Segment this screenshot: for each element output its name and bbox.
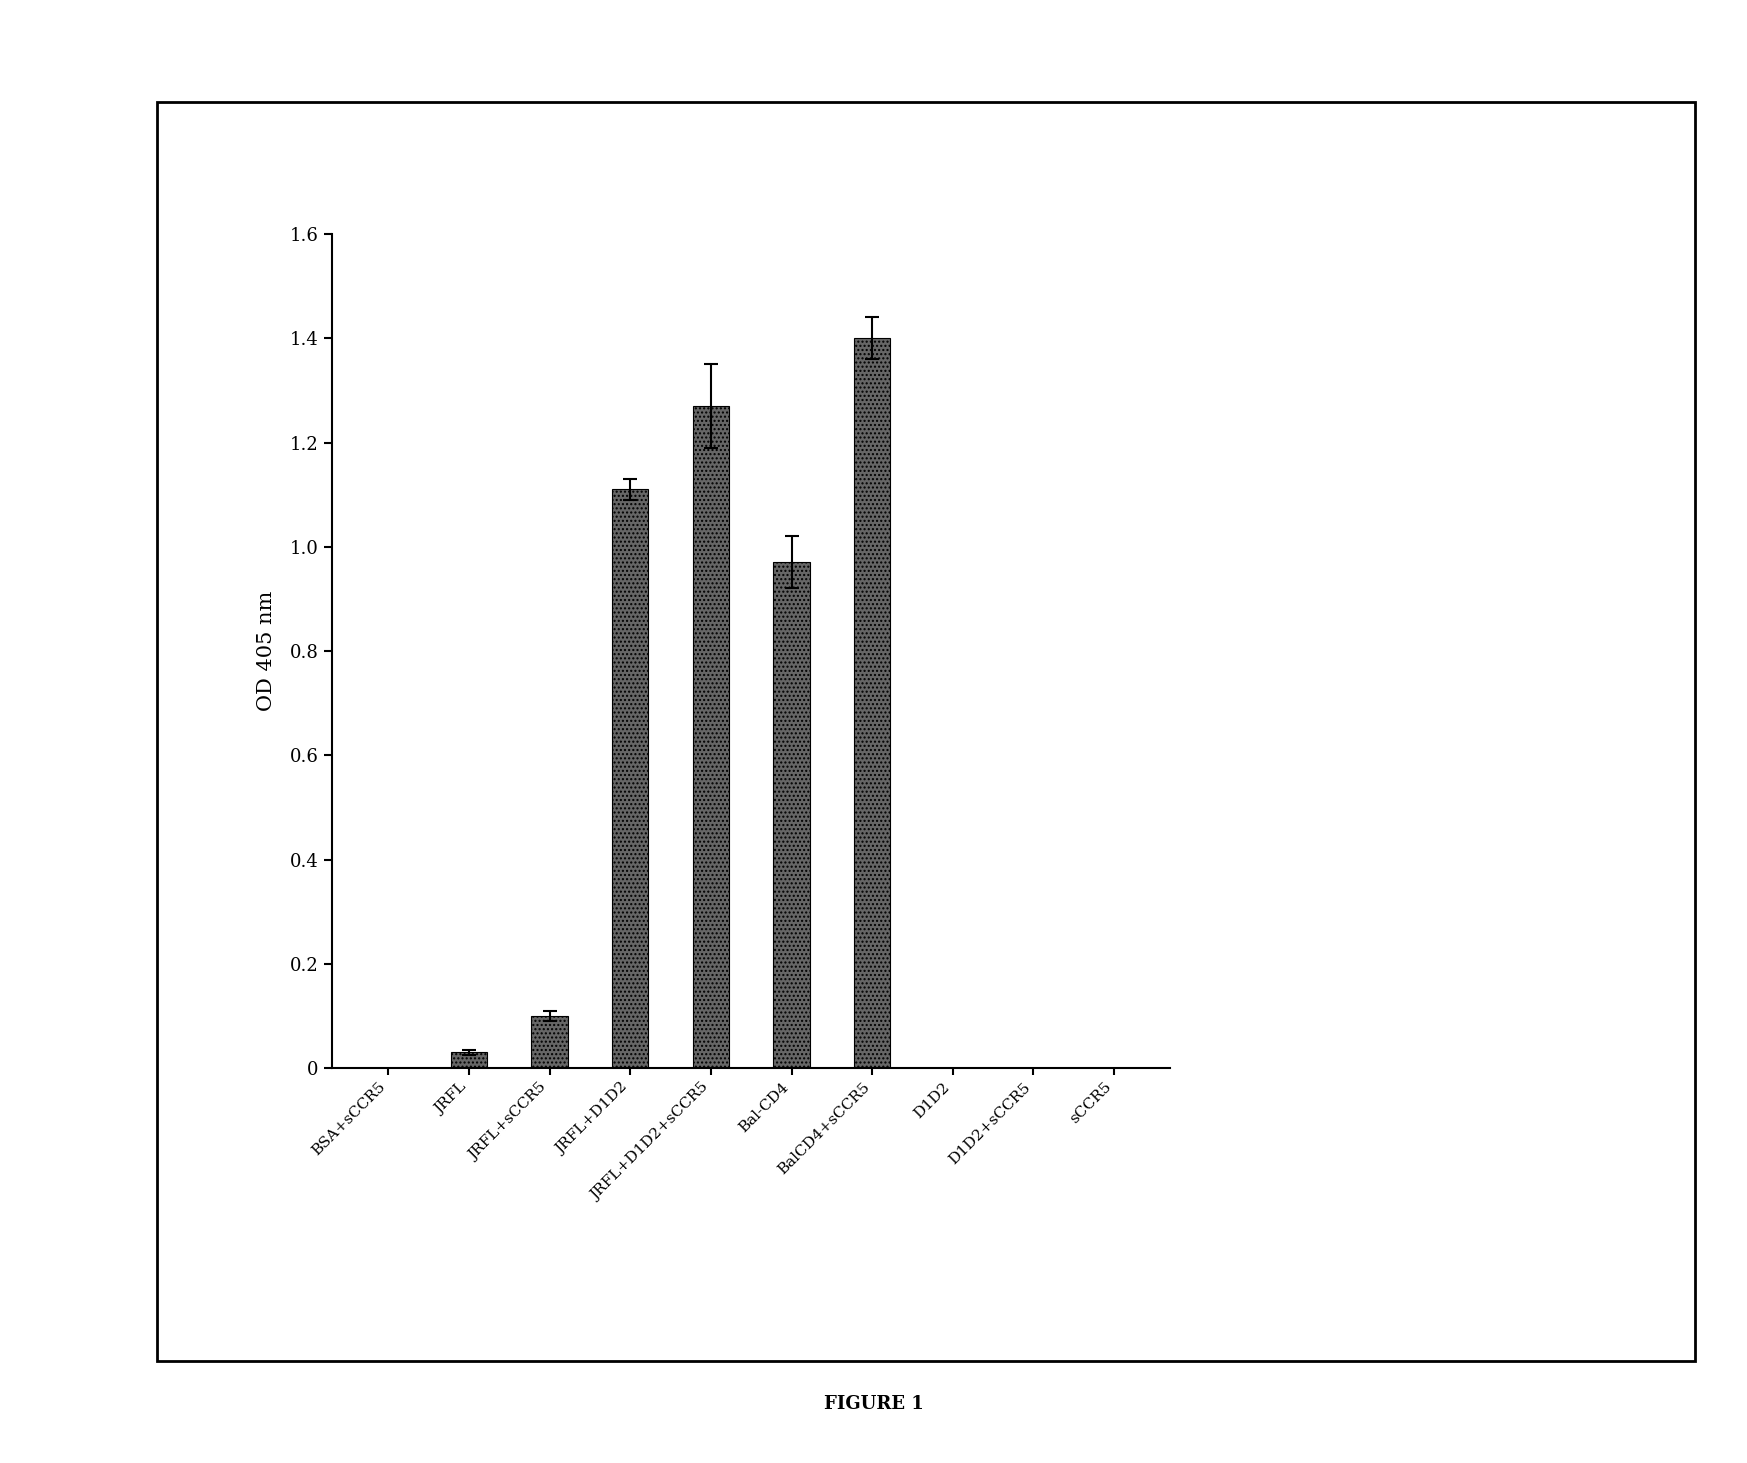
Bar <box>611 490 648 1068</box>
Bar <box>854 338 891 1068</box>
Bar <box>694 407 728 1068</box>
Bar <box>451 1052 487 1068</box>
Text: FIGURE 1: FIGURE 1 <box>823 1396 924 1413</box>
Bar <box>774 562 809 1068</box>
Bar <box>531 1015 568 1068</box>
Y-axis label: OD 405 nm: OD 405 nm <box>257 591 276 711</box>
